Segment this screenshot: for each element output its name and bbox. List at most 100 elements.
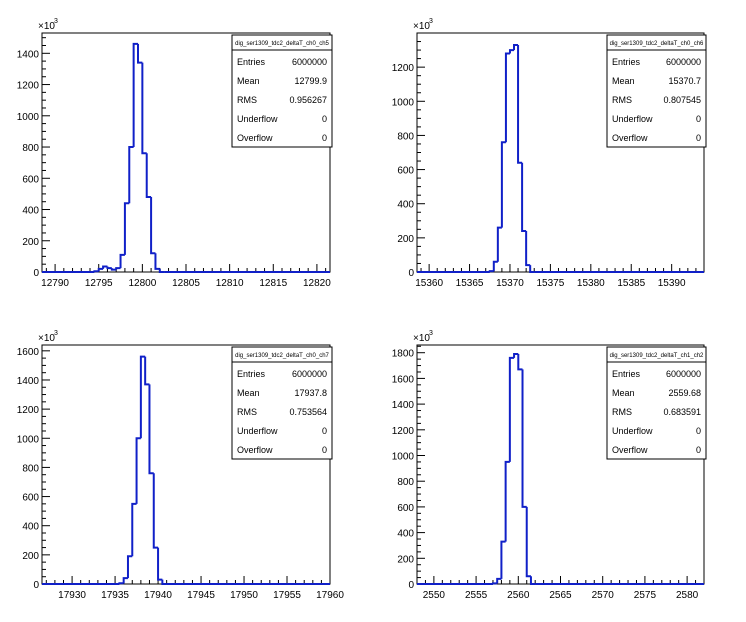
x-tick-label: 15390 [658,278,686,289]
histogram-panel-2: 15360 15365 15370 15375 15380 15385 15390 0 200 4… [392,18,707,289]
x-tick-label: 12795 [85,278,113,289]
y-tick-label: 1000 [17,434,40,445]
stats-label: Entries [612,57,641,67]
stats-value: 0 [696,426,701,436]
stats-value: 2559.68 [668,388,701,398]
stats-box-frame [606,346,707,460]
histogram-bin [132,42,138,148]
x-tick-label: 17960 [316,590,344,601]
histogram-panel-3: 17930 17935 17940 17945 17950 17955 17960 0 200 4… [17,330,345,601]
stats-value: 17937.8 [294,388,327,398]
y-tick-label: 1000 [17,112,40,123]
stats-box-title: dig_ser1309_tdc2_deltaT_ch0_ch7 [235,353,329,359]
stats-value: 6000000 [666,57,701,67]
stats-box-title: dig_ser1309_tdc2_deltaT_ch0_ch5 [235,41,329,47]
y-tick-label: 1400 [17,49,40,60]
histogram-bin [496,577,502,584]
y-multiplier-label: ×10 [38,333,55,344]
stats-value: 15370.7 [668,76,701,86]
y-tick-label: 200 [22,551,39,562]
stats-box-frame [231,34,333,148]
histogram-bin [491,582,498,585]
stats-label: Underflow [237,114,278,124]
y-tick-label: 1200 [17,81,40,92]
histogram-bin [126,555,133,579]
histogram-bin [517,44,523,164]
stats-label: Mean [612,388,635,398]
stats-value: 0 [322,133,327,143]
y-tick-label: 0 [408,268,414,279]
histogram-bin [513,43,519,51]
stats-box-frame [231,346,333,460]
histogram-bin [500,540,506,579]
y-tick-label: 1800 [392,349,415,360]
y-tick-label: 800 [22,463,39,474]
x-tick-label: 12800 [128,278,156,289]
histogram-bin [513,352,519,358]
stats-label: Entries [237,369,266,379]
x-tick-label: 12810 [216,278,244,289]
stats-value: 0 [322,445,327,455]
histogram-bin [128,146,134,204]
stats-box: dig_ser1309_tdc2_deltaT_ch0_ch5 Entries 60… [231,34,333,148]
x-tick-label: 12805 [172,278,200,289]
stats-value: 6000000 [666,369,701,379]
histogram-bin [97,267,104,272]
x-tick-label: 17935 [101,590,129,601]
histogram-bin [135,437,141,504]
x-tick-label: 15380 [577,278,605,289]
stats-value: 6000000 [292,57,327,67]
stats-label: Mean [237,388,260,398]
x-tick-label: 17950 [230,590,258,601]
histogram-bin [161,579,167,585]
stats-label: Underflow [612,114,653,124]
stats-value: 0 [322,426,327,436]
y-tick-label: 800 [397,131,414,142]
y-tick-label: 1000 [392,452,415,463]
histogram-bin [157,547,163,581]
histogram-bin [144,356,150,386]
y-tick-label: 0 [33,268,39,279]
x-tick-label: 2580 [676,590,699,601]
stats-value: 6000000 [292,369,327,379]
stats-value: 0 [696,445,701,455]
y-tick-label: 400 [397,529,414,540]
histogram-bin [517,353,523,371]
stats-label: Underflow [237,426,278,436]
stats-label: Overflow [237,133,273,143]
histogram-bin [115,267,121,270]
histogram-bin [525,506,531,578]
stats-label: Overflow [237,445,273,455]
stats-value: 0.956267 [289,95,327,105]
stats-value: 0.807545 [663,95,701,105]
histogram-bin [93,270,99,273]
histogram-bin [521,162,527,233]
histogram-bin [137,43,143,64]
y-tick-label: 400 [22,522,39,533]
stats-label: Mean [612,76,635,86]
x-tick-label: 15365 [456,278,484,289]
histogram-bin [521,369,527,508]
histogram-bin [525,231,531,267]
histogram-bin [496,226,502,262]
y-tick-label: 600 [397,503,414,514]
histogram-bin [150,197,156,255]
y-tick-label: 0 [408,580,414,591]
stats-box: dig_ser1309_tdc2_deltaT_ch0_ch7 Entries 60… [231,346,333,460]
stats-value: 0.753564 [289,407,327,417]
histogram-bin [118,582,124,585]
histogram-bin [123,202,130,255]
histogram-bin [488,270,494,273]
stats-value: 0.683591 [663,407,701,417]
y-multiplier-exponent: 3 [429,18,433,25]
stats-label: Mean [237,76,260,86]
y-tick-label: 400 [22,206,39,217]
histogram-bin [145,153,152,199]
y-multiplier-exponent: 3 [429,330,433,337]
stats-label: Overflow [612,445,648,455]
y-tick-label: 1200 [392,63,415,74]
x-tick-label: 15370 [496,278,524,289]
stats-label: RMS [612,95,632,105]
histogram-bin [119,253,125,269]
y-tick-label: 400 [397,200,414,211]
